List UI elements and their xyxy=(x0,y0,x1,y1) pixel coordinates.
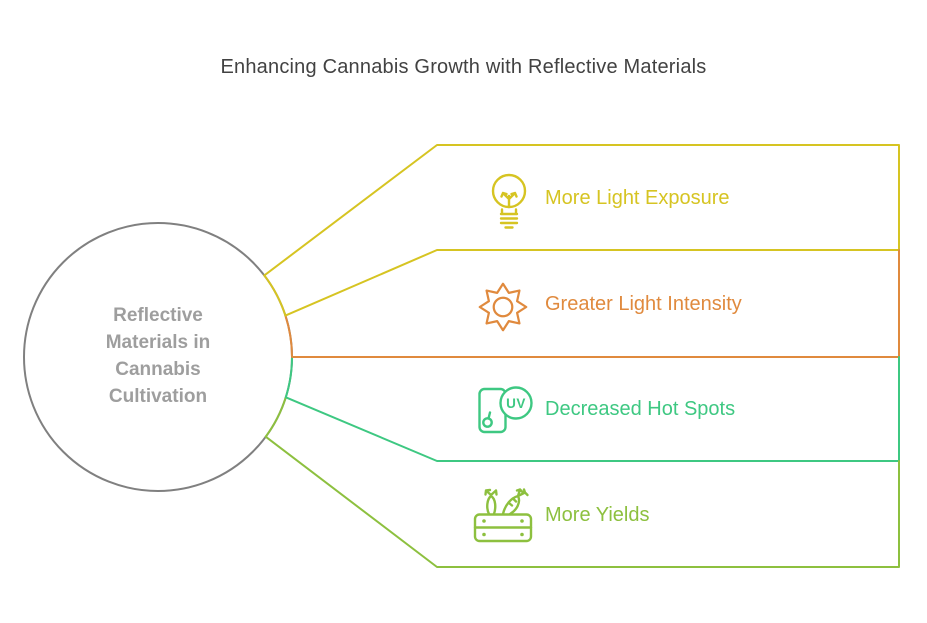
connector-branch-1 xyxy=(263,144,900,317)
branch-label-more-yields: More Yields xyxy=(545,504,650,526)
harvest-crate-icon xyxy=(473,488,533,543)
arc-branch-2 xyxy=(284,314,293,358)
branch-label-greater-light-intensity: Greater Light Intensity xyxy=(545,293,742,315)
connector-branch-4 xyxy=(264,435,900,568)
uv-meter-icon: UV xyxy=(478,386,533,434)
branch-label-more-light-exposure: More Light Exposure xyxy=(545,187,730,209)
arc-branch-4 xyxy=(264,396,287,438)
diagram-title: Enhancing Cannabis Growth with Reflectiv… xyxy=(220,56,707,78)
branch-label-decreased-hot-spots: Decreased Hot Spots xyxy=(545,398,736,420)
uv-badge-text: UV xyxy=(506,396,526,411)
arc-branch-3 xyxy=(284,356,293,399)
connector-branch-3 xyxy=(284,356,900,462)
lightbulb-icon xyxy=(491,173,527,229)
sun-icon xyxy=(478,282,528,332)
center-node-label: Reflective Materials in Cannabis Cultiva… xyxy=(105,305,211,407)
arc-branch-1 xyxy=(263,274,287,317)
